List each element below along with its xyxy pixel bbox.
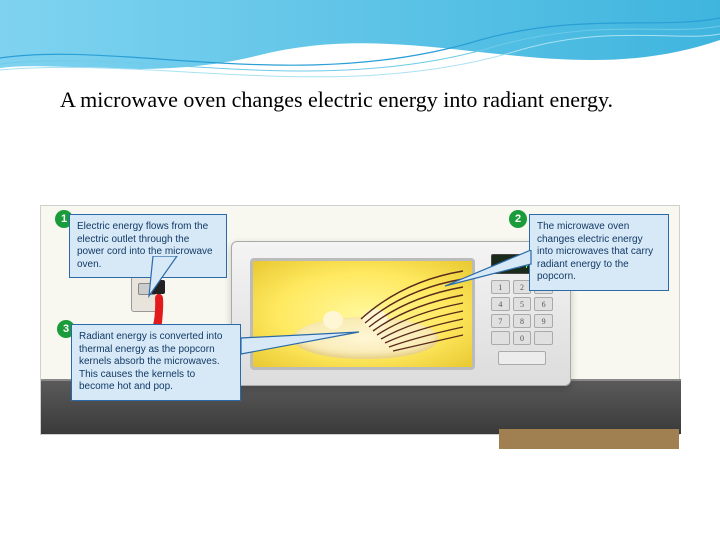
key-blank-r	[534, 331, 553, 345]
microwave-start-button	[498, 351, 546, 365]
callout-2-pointer	[441, 250, 541, 300]
callout-3: Radiant energy is converted into thermal…	[71, 324, 241, 401]
callout-2: The microwave oven changes electric ener…	[529, 214, 669, 291]
callout-1-pointer	[141, 256, 201, 306]
key-7: 7	[491, 314, 510, 328]
key-9: 9	[534, 314, 553, 328]
callout-badge-2: 2	[509, 210, 527, 228]
diagram-container: 0:45 1 2 3 4 5 6 7 8 9 0 1 Electric ener…	[40, 205, 680, 435]
key-8: 8	[513, 314, 532, 328]
callout-3-pointer	[239, 324, 369, 384]
key-0: 0	[513, 331, 532, 345]
slide-title: A microwave oven changes electric energy…	[60, 85, 660, 115]
key-blank-l	[491, 331, 510, 345]
